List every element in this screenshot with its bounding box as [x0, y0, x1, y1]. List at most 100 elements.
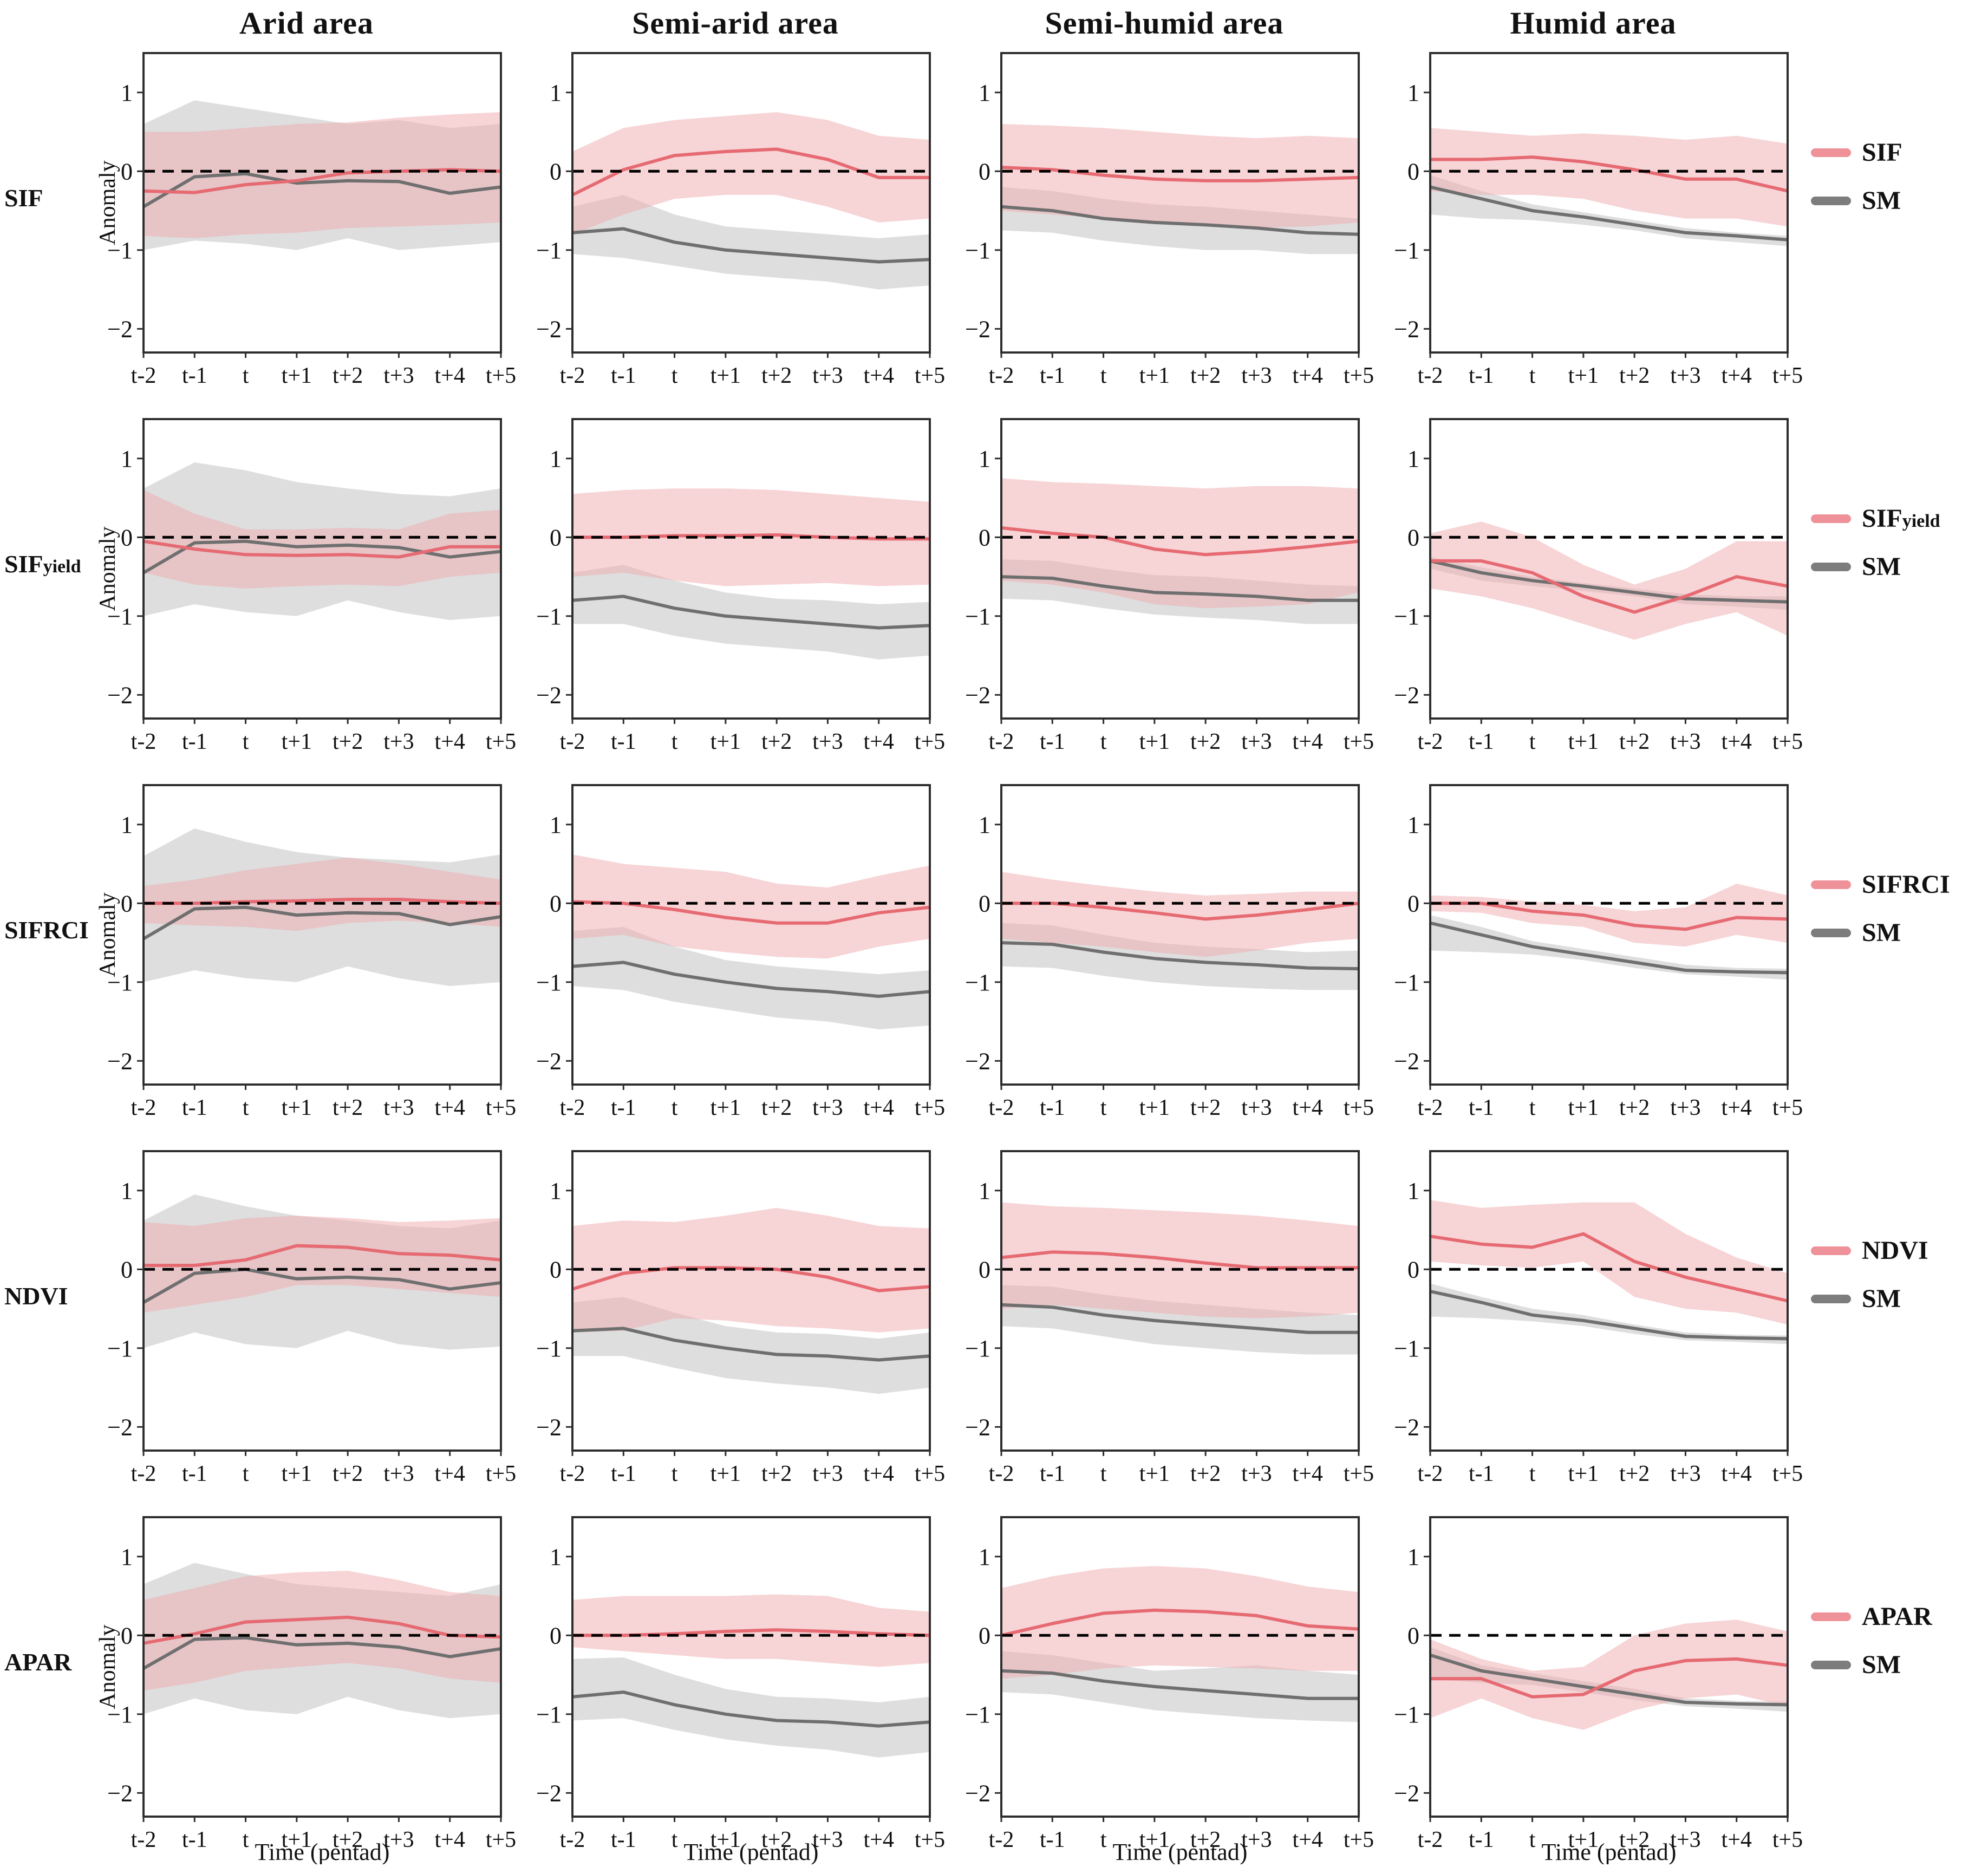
legend-label: SM: [1862, 186, 1901, 216]
plot-border: [571, 784, 931, 1086]
chart-panel-sifrci-arid-area: 1 0 −1 −2 t-2 t-1 t t+1 t+2 t+3 t+4 t+5 Anomaly: [95, 784, 516, 1120]
x-tick-label: t+4: [864, 1461, 894, 1486]
x-tick-label: t+4: [1293, 363, 1323, 388]
x-tick-label: t+1: [711, 363, 741, 388]
index-line: [1001, 526, 1359, 557]
plot-border: [142, 1516, 502, 1818]
y-tick-label: −2: [1394, 1780, 1419, 1806]
panel-cell-sifyield-1: 1 0 −1 −2 t-2 t-1 t t+1 t+2 t+3 t+4 t+5 Anomaly: [92, 412, 521, 769]
x-tick-label: t+1: [711, 1827, 741, 1852]
x-tick-label: t-2: [1418, 729, 1443, 754]
legend-label-text: SM: [1862, 552, 1901, 581]
row-label-cell: SIFyield: [0, 412, 92, 769]
y-tick-label: −1: [965, 969, 990, 996]
x-tick-label: t+2: [1619, 1827, 1650, 1852]
x-tick-label: t+1: [1139, 1095, 1170, 1120]
x-tick-label: t+2: [761, 363, 792, 388]
panel-cell-sif-3: 1 0 −1 −2 t-2 t-1 t t+1 t+2 t+3 t+4 t+5: [950, 45, 1379, 403]
x-tick-label: t-2: [989, 1095, 1014, 1120]
panel-cell-ndvi-1: 1 0 −1 −2 t-2 t-1 t t+1 t+2 t+3 t+4 t+5: [92, 1144, 521, 1501]
plot-border: [571, 52, 931, 354]
legend-swatch-gray: [1811, 196, 1851, 205]
sm-line: [142, 539, 501, 574]
x-tick-label: t+1: [282, 729, 312, 754]
sm-line: [1001, 1669, 1359, 1700]
y-tick-label: −2: [107, 1048, 133, 1074]
index-confidence-band: [1430, 1620, 1788, 1730]
x-tick-label: t+5: [486, 1095, 516, 1120]
chart-panel-ndvi-semi-humid-area: 1 0 −1 −2 t-2 t-1 t t+1 t+2 t+3 t+4 t+5: [965, 1150, 1374, 1486]
chart-panel-sifyield-semi-arid-area: 1 0 −1 −2 t-2 t-1 t t+1 t+2 t+3 t+4 t+5: [536, 418, 945, 754]
row-label-cell: SIFRCI: [0, 778, 92, 1135]
chart-panel-sifyield-arid-area: 1 0 −1 −2 t-2 t-1 t t+1 t+2 t+3 t+4 t+5 Anomaly: [95, 418, 516, 754]
x-tick-label: t+3: [383, 363, 414, 388]
x-tick-label: t+2: [761, 1461, 792, 1486]
column-titles: Arid area Semi-arid area Semi-humid area…: [92, 0, 1988, 45]
chart-panel-ndvi-semi-arid-area: 1 0 −1 −2 t-2 t-1 t t+1 t+2 t+3 t+4 t+5: [536, 1150, 945, 1486]
y-axis-label: Anomaly: [95, 892, 120, 977]
chart-panel-sif-semi-humid-area: 1 0 −1 −2 t-2 t-1 t t+1 t+2 t+3 t+4 t+5: [965, 52, 1374, 388]
index-line: [143, 539, 501, 559]
y-tick-label: 1: [550, 1178, 562, 1204]
y-tick-label: −1: [965, 603, 990, 630]
y-tick-label: −1: [1394, 1701, 1419, 1728]
x-tick-label: t+1: [1139, 1827, 1170, 1852]
y-tick-label: 1: [121, 1544, 133, 1570]
row-label-text: SIF: [4, 550, 43, 578]
index-line: [1430, 1232, 1788, 1303]
legend-swatch-gray: [1811, 1294, 1851, 1303]
x-tick-label: t-1: [611, 729, 636, 754]
y-tick-label: 1: [550, 446, 562, 472]
x-tick-label: t+5: [915, 1095, 945, 1120]
x-tick-label: t+2: [1190, 729, 1221, 754]
x-tick-label: t-1: [1469, 1461, 1494, 1486]
y-tick-label: 1: [979, 812, 990, 838]
chart-panel-apar-semi-arid-area: 1 0 −1 −2 t-2 t-1 t t+1 t+2 t+3 t+4 t+5 Time (pentad…: [536, 1516, 945, 1865]
x-tick-label: t-1: [1040, 1461, 1065, 1486]
row-label-sif: SIF: [4, 184, 92, 212]
y-tick-label: −2: [1394, 1048, 1419, 1074]
row-label-text: NDVI: [4, 1282, 68, 1310]
x-tick-label: t+1: [1139, 1461, 1170, 1486]
y-tick-label: −1: [536, 1701, 562, 1728]
chart-panel-ndvi-humid-area: 1 0 −1 −2 t-2 t-1 t t+1 t+2 t+3 t+4 t+5: [1394, 1150, 1803, 1486]
legend-label-text: SIFRCI: [1862, 870, 1950, 899]
panel-cell-sif-4: 1 0 −1 −2 t-2 t-1 t t+1 t+2 t+3 t+4 t+5: [1379, 45, 1808, 403]
x-tick-label: t+4: [864, 729, 894, 754]
sm-line: [572, 595, 930, 630]
sm-line: [572, 1690, 930, 1728]
y-tick-label: −1: [536, 237, 562, 264]
x-tick-label: t: [1100, 1095, 1107, 1120]
x-tick-label: t+5: [1344, 363, 1374, 388]
x-tick-label: t+4: [435, 1095, 465, 1120]
x-tick-label: t+4: [1722, 1827, 1752, 1852]
sm-line: [1430, 1290, 1788, 1341]
panel-cell-sifrci-3: 1 0 −1 −2 t-2 t-1 t t+1 t+2 t+3 t+4 t+5: [950, 778, 1379, 1135]
sm-line: [572, 1327, 930, 1362]
sm-line: [142, 1636, 501, 1670]
x-tick-label: t-1: [611, 1095, 636, 1120]
x-tick-label: t+2: [333, 1827, 363, 1852]
panel-cell-apar-2: 1 0 −1 −2 t-2 t-1 t t+1 t+2 t+3 t+4 t+5 Time (pentad…: [521, 1510, 950, 1867]
x-tick-label: t: [672, 1827, 678, 1852]
y-tick-label: −2: [965, 1414, 990, 1440]
x-tick-label: t-2: [560, 1095, 585, 1120]
x-tick-label: t+2: [333, 363, 363, 388]
sm-confidence-band: [1430, 175, 1788, 246]
x-tick-label: t-2: [989, 363, 1014, 388]
x-tick-label: t+2: [1619, 1095, 1650, 1120]
sm-line: [1001, 1303, 1359, 1334]
x-tick-label: t+3: [1670, 1461, 1700, 1486]
y-tick-label: −1: [536, 1335, 562, 1362]
plot-border: [571, 1150, 931, 1452]
x-tick-label: t+5: [915, 729, 945, 754]
legend-cell-sifrci: SIFRCI SM: [1808, 778, 1986, 1135]
x-tick-label: t+1: [1139, 363, 1170, 388]
chart-row-sifyield: SIFyield 1 0 −1 −2 t-2 t-1 t t+1 t+2 t+3 t+4 t+5 Anom…: [0, 412, 1988, 769]
legend-entry-sm: SM: [1811, 1284, 1928, 1314]
sm-line: [1001, 205, 1359, 236]
x-tick-label: t+4: [1722, 729, 1752, 754]
y-tick-label: 1: [979, 446, 990, 472]
panel-cell-sifyield-4: 1 0 −1 −2 t-2 t-1 t t+1 t+2 t+3 t+4 t+5: [1379, 412, 1808, 769]
y-axis-label: Anomaly: [95, 160, 120, 245]
